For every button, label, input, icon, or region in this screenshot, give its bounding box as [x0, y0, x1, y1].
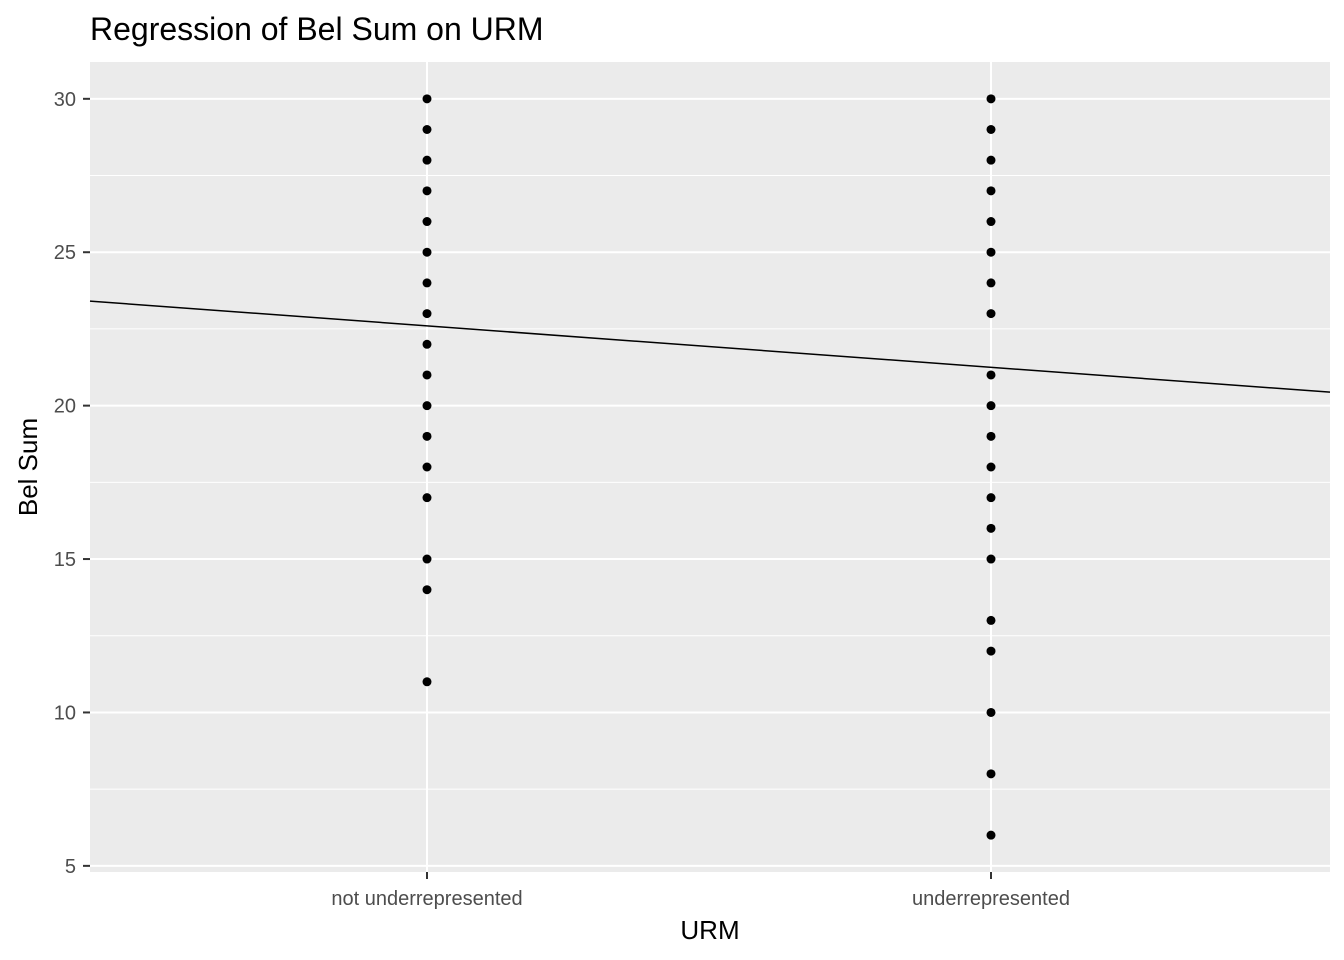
x-axis-ticks: not underrepresented underrepresented	[331, 872, 1070, 910]
data-point	[422, 309, 432, 319]
x-tick-label: underrepresented	[912, 888, 1070, 910]
data-point	[986, 646, 996, 656]
data-point	[986, 217, 996, 227]
data-point	[422, 431, 432, 441]
chart-title: Regression of Bel Sum on URM	[90, 11, 544, 47]
data-point	[986, 370, 996, 380]
data-point	[422, 155, 432, 165]
data-point	[986, 309, 996, 319]
data-point	[422, 554, 432, 564]
data-point	[422, 217, 432, 227]
y-tick-label: 20	[54, 396, 76, 418]
data-point	[422, 278, 432, 288]
data-point	[986, 707, 996, 717]
data-point	[986, 186, 996, 196]
data-point	[986, 431, 996, 441]
data-point	[422, 247, 432, 257]
data-point	[986, 830, 996, 840]
data-point	[422, 370, 432, 380]
data-point	[986, 125, 996, 134]
y-tick-label: 15	[54, 549, 76, 571]
data-point	[422, 585, 432, 595]
data-point	[986, 554, 996, 564]
data-point	[422, 677, 432, 687]
y-tick-label: 5	[65, 856, 76, 878]
data-point	[422, 339, 432, 349]
minor-gridlines	[90, 175, 1330, 790]
y-axis-ticks: 5 10 15 20 25 30	[54, 89, 90, 878]
data-point	[986, 615, 996, 625]
data-point	[986, 247, 996, 257]
data-point	[986, 769, 996, 779]
data-point	[986, 401, 996, 411]
x-tick-label: not underrepresented	[331, 888, 522, 910]
data-point	[422, 462, 432, 472]
data-point	[422, 125, 432, 134]
data-point	[422, 186, 432, 196]
data-point	[986, 278, 996, 288]
y-tick-label: 25	[54, 242, 76, 264]
data-point	[986, 94, 996, 104]
data-point	[986, 493, 996, 503]
plot-panel	[90, 62, 1330, 872]
x-axis-title: URM	[680, 915, 739, 945]
data-point	[986, 523, 996, 533]
data-point	[422, 94, 432, 104]
y-axis-title: Bel Sum	[13, 418, 43, 516]
data-point	[422, 401, 432, 411]
data-point	[422, 493, 432, 503]
y-tick-label: 30	[54, 89, 76, 111]
data-point	[986, 155, 996, 165]
y-tick-label: 10	[54, 702, 76, 724]
data-point	[986, 462, 996, 472]
data-points	[422, 94, 996, 840]
regression-line	[89, 300, 1331, 393]
